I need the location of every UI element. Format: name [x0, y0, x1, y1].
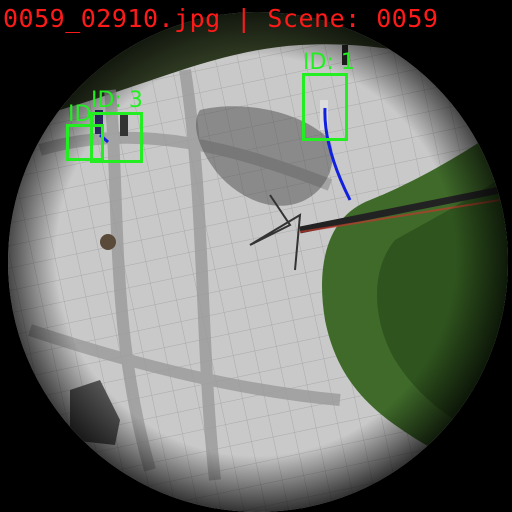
detection-box-id-1 — [302, 73, 348, 141]
detection-label-id-partial: ID — [68, 102, 92, 127]
detection-label-id-1: ID: 1 — [303, 50, 355, 75]
detection-label-id-3: ID: 3 — [91, 88, 143, 113]
detection-box-id-partial — [66, 124, 104, 161]
detection-box-id-3 — [90, 112, 143, 163]
frame-caption: 0059_02910.jpg | Scene: 0059 — [3, 4, 439, 33]
